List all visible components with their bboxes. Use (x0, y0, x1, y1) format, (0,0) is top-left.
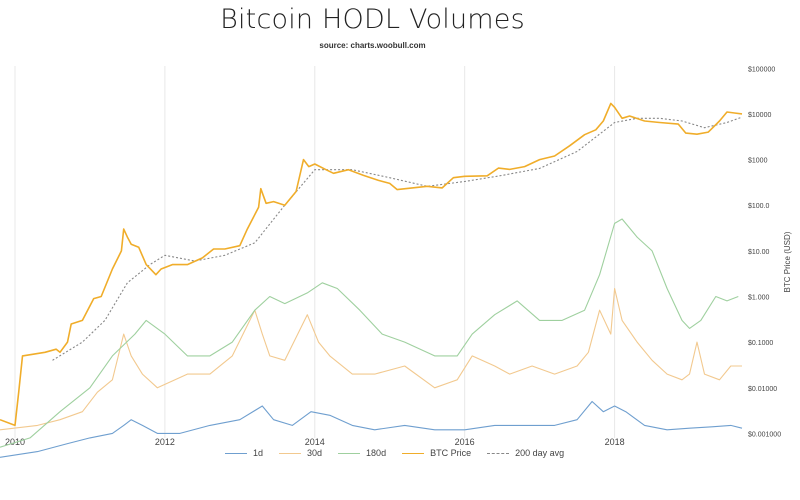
legend-label: 1d (253, 448, 264, 458)
y-axis-title: BTC Price (USD) (783, 231, 792, 292)
legend-label: BTC Price (430, 448, 472, 458)
y-tick-label: $0.1000 (748, 340, 773, 347)
y-tick-label: $10000 (748, 112, 771, 119)
x-tick-label: 2018 (605, 437, 625, 447)
legend-swatch (225, 452, 247, 454)
legend-swatch (402, 452, 425, 454)
chart-subtitle: source: charts.woobull.com (319, 41, 426, 50)
x-tick-label: 2016 (455, 437, 475, 447)
y-tick-label: $1000 (748, 158, 768, 165)
legend-item-180d[interactable]: 180d (338, 448, 386, 458)
y-tick-label: $100000 (748, 66, 775, 73)
legend-label: 30d (307, 448, 323, 458)
y-tick-label: $1.000 (748, 295, 770, 302)
y-tick-label: $0.001000 (748, 431, 781, 438)
legend-swatch (338, 452, 361, 454)
series-line-30d (0, 287, 742, 431)
legend-label: 180d (366, 448, 387, 458)
legend-item-1d[interactable]: 1d (225, 448, 263, 458)
legend-item-ma200[interactable]: 200 day avg (487, 448, 564, 458)
legend-item-btc_price[interactable]: BTC Price (402, 448, 471, 458)
chart-legend: 1d 30d 180d BTC Price 200 day avg (225, 446, 580, 460)
y-tick-label: $100.0 (748, 203, 770, 210)
legend-item-30d[interactable]: 30d (279, 448, 322, 458)
series-line-btc_price (0, 102, 743, 427)
legend-swatch (487, 452, 510, 454)
y-tick-label: $10.00 (748, 249, 770, 256)
x-tick-label: 2012 (155, 437, 175, 447)
legend-label: 200 day avg (515, 448, 565, 458)
legend-swatch (279, 452, 302, 454)
series-line-1d (0, 400, 743, 458)
series-line-180d (0, 218, 739, 448)
chart-title: Bitcoin HODL Volumes (220, 4, 525, 35)
series-line-ma200 (52, 116, 743, 361)
x-tick-label: 2014 (305, 437, 325, 447)
y-tick-label: $0.01000 (748, 386, 777, 393)
